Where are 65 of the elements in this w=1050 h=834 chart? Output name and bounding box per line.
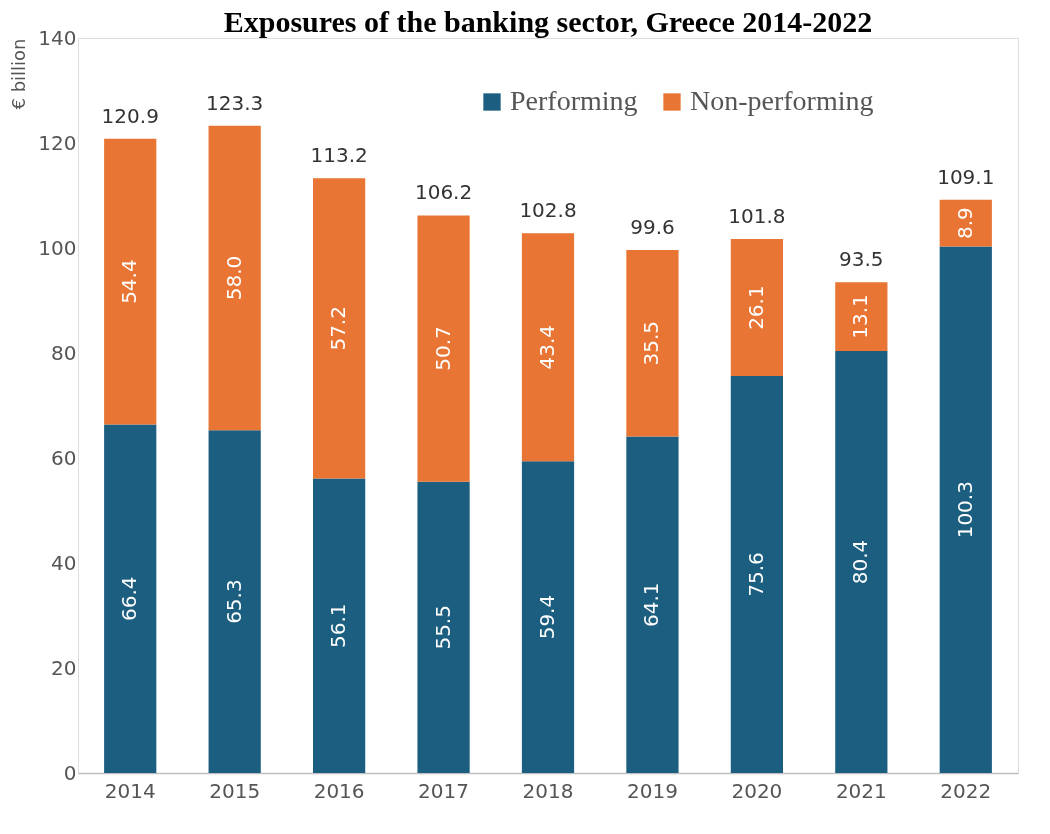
total-label: 120.9: [101, 103, 159, 128]
legend-label: Performing: [510, 85, 638, 116]
x-tick-label: 2021: [835, 778, 887, 803]
data-label: 55.5: [430, 605, 455, 650]
y-tick-label: 40: [51, 550, 77, 575]
y-tick-label: 100: [38, 235, 77, 260]
bar: [104, 424, 157, 773]
bar: [104, 138, 157, 425]
total-label: 106.2: [414, 180, 473, 205]
data-label: 13.1: [848, 294, 873, 339]
y-tick-label: 80: [51, 340, 77, 365]
total-label: 109.1: [937, 164, 995, 189]
data-label: 56.1: [326, 603, 351, 648]
bar: [208, 430, 261, 773]
bar: [313, 178, 366, 479]
bar: [730, 376, 783, 773]
data-label: 43.4: [535, 324, 559, 370]
x-tick-label: 2014: [104, 778, 156, 803]
data-label: 58.0: [221, 255, 246, 301]
data-label: 54.4: [117, 259, 142, 304]
data-label: 57.2: [326, 306, 351, 351]
bar: [417, 215, 470, 482]
data-label: 64.1: [639, 582, 664, 627]
data-label: 26.1: [743, 285, 768, 330]
x-tick-label: 2017: [418, 778, 470, 803]
data-label: 66.4: [117, 576, 142, 621]
total-label: 99.6: [630, 215, 675, 240]
data-label: 80.4: [848, 539, 873, 585]
data-label: 100.3: [952, 481, 977, 539]
data-label: 8.9: [952, 207, 977, 239]
data-label: 35.5: [639, 321, 664, 366]
data-label: 75.6: [743, 552, 768, 597]
y-tick-label: 60: [51, 445, 77, 470]
total-label: 93.5: [839, 247, 884, 272]
bar: [208, 125, 261, 431]
data-label: 59.4: [535, 594, 559, 640]
total-label: 102.8: [519, 198, 577, 223]
y-axis-title: € billion: [7, 38, 29, 110]
data-label: 65.3: [221, 579, 246, 624]
bar: [521, 461, 575, 773]
bar: [313, 478, 366, 773]
legend-label: Non-performing: [690, 85, 874, 116]
y-tick-label: 120: [38, 130, 77, 155]
y-tick-label: 140: [38, 25, 77, 50]
y-tick-label: 20: [51, 655, 77, 680]
total-label: 123.3: [206, 90, 264, 115]
total-label: 113.2: [310, 143, 368, 168]
x-tick-label: 2018: [522, 778, 574, 803]
bar: [417, 481, 470, 773]
x-tick-label: 2015: [209, 778, 261, 803]
x-tick-label: 2016: [313, 778, 365, 803]
bar: [835, 350, 888, 773]
x-tick-label: 2019: [626, 778, 678, 803]
bar: [730, 239, 783, 377]
bar: [521, 233, 575, 462]
x-tick-label: 2020: [731, 778, 783, 803]
total-label: 101.8: [728, 204, 786, 229]
bar: [626, 436, 679, 773]
bar: [939, 246, 992, 773]
bar: [626, 250, 679, 437]
data-label: 50.7: [430, 326, 455, 371]
bar: [835, 282, 888, 351]
y-tick-label: 0: [63, 760, 77, 785]
x-tick-label: 2022: [940, 778, 992, 803]
chart-title: Exposures of the banking sector, Greece 2014-2022: [223, 5, 873, 38]
